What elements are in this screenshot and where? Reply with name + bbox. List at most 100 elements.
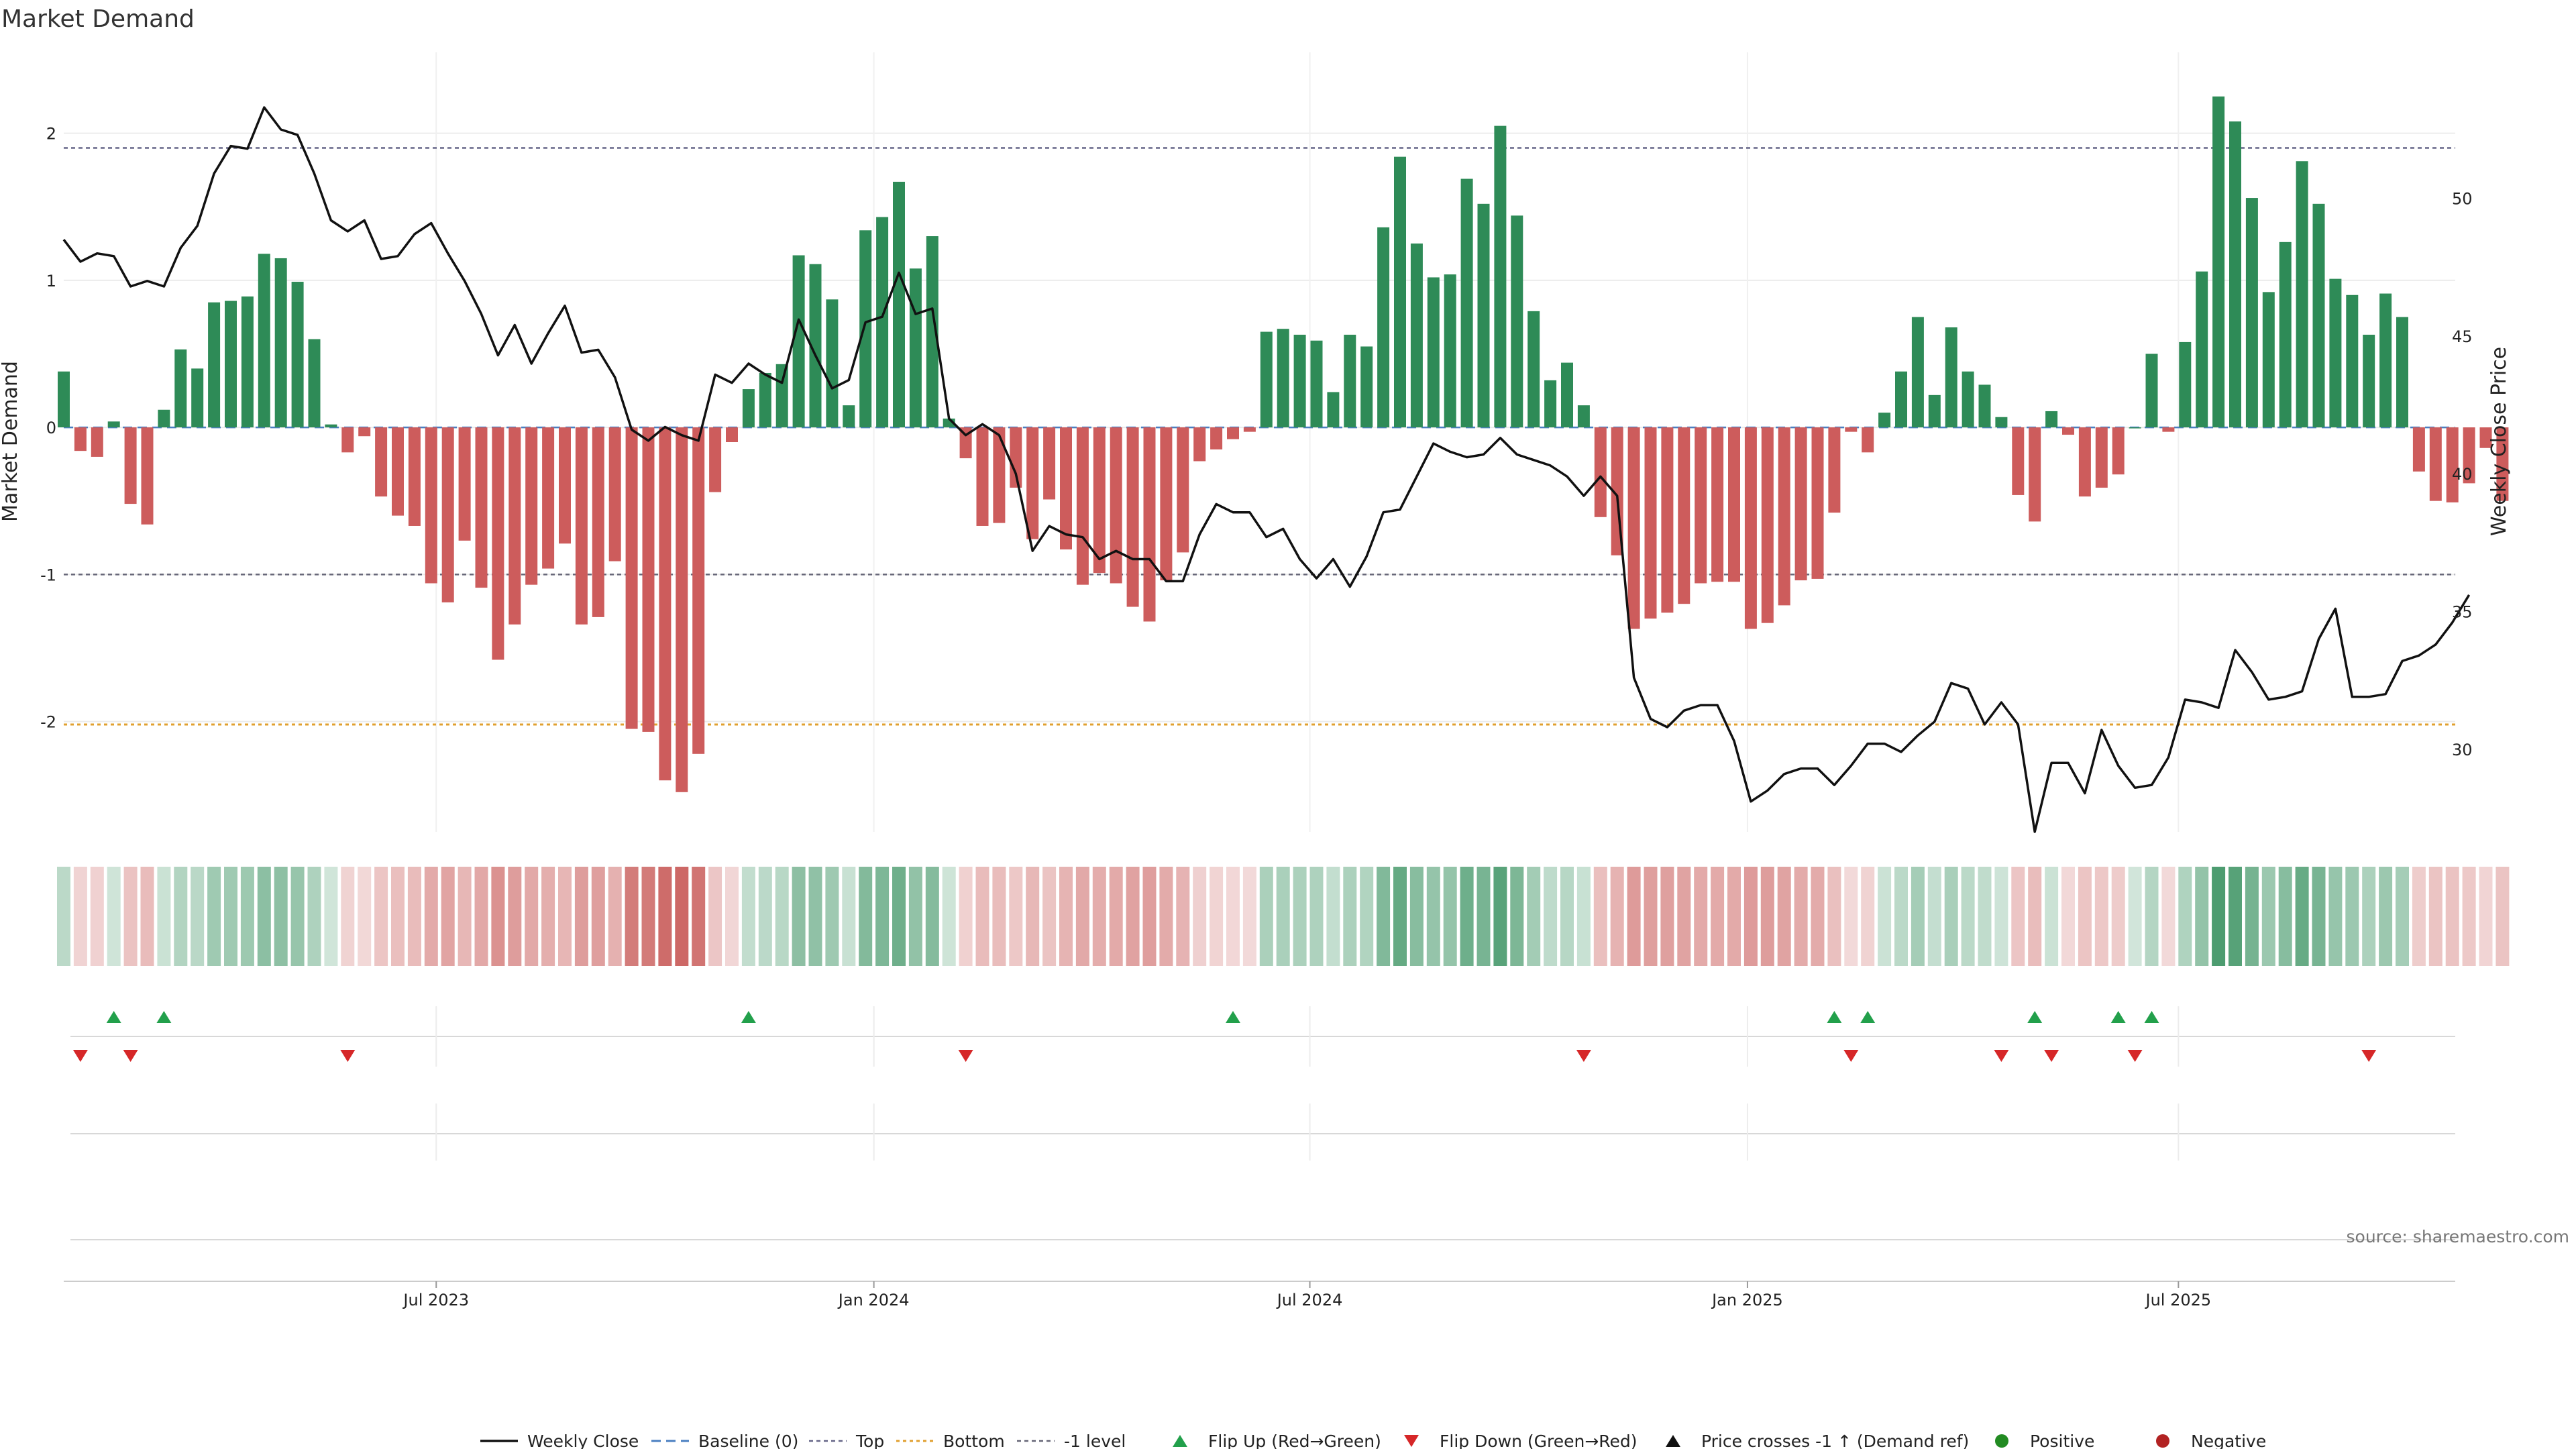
heatstrip-cell [908,867,922,966]
heatstrip-cell [1443,867,1457,966]
demand-bar [1210,427,1223,449]
x-tick-label: Jan 2025 [1711,1291,1783,1309]
demand-bar [1310,340,1323,428]
heatstrip-cell [1460,867,1474,966]
demand-bar [1862,427,1874,453]
heatstrip-cell [859,867,873,966]
y2-tick-label: 40 [2452,465,2473,484]
demand-bar [1227,427,1239,439]
demand-bar [709,427,722,492]
heatstrip-cell [191,867,205,966]
x-tick-label: Jul 2023 [402,1291,469,1309]
demand-bar [141,427,154,525]
demand-bar [425,427,437,584]
legend-item-neg_one: -1 level [1017,1432,1126,1449]
heatstrip-cell [1293,867,1307,966]
heatstrip-cell [1978,867,1992,966]
heatstrip-cell [1193,867,1207,966]
heatstrip-cell [2345,867,2359,966]
heatstrip-cell [842,867,856,966]
heatstrip-cell [57,867,70,966]
heatstrip-cell [1576,867,1591,966]
demand-bar [2045,411,2058,428]
heatstrip-cell [1694,867,1708,966]
heatstrip-cell [1176,867,1190,966]
y2-tick-label: 30 [2452,741,2473,759]
legend-label: Top [855,1432,884,1449]
heatstrip-cell [174,867,188,966]
demand-bar [2112,427,2125,475]
demand-bar [2029,427,2041,522]
demand-bar [1494,125,1507,428]
heatstrip-cell [1878,867,1892,966]
demand-bar [1377,227,1390,428]
demand-bar [1260,331,1273,428]
legend-label: Bottom [943,1432,1005,1449]
legend-item-bottom: Bottom [896,1432,1005,1449]
demand-bar [1043,427,1056,500]
heatstrip-cell [1760,867,1774,966]
demand-bar [475,427,488,588]
flip-down-marker [2044,1050,2059,1062]
legend-item-flip_down: Flip Down (Green→Red) [1404,1432,1638,1449]
x-tick-label: Jul 2024 [1276,1291,1343,1309]
demand-bar [1928,394,1941,428]
heatstrip-cell [1109,867,1123,966]
heatstrip-cell [2212,867,2226,966]
demand-bar [1327,392,1340,428]
heatstrip-cell [391,867,405,966]
heatstrip-cell [625,867,639,966]
demand-bar [1828,427,1841,513]
heatstrip-cell [1660,867,1674,966]
heatstrip-cell [2028,867,2042,966]
demand-bar [2296,161,2308,428]
flip-down-marker [1843,1050,1859,1062]
demand-bar [392,427,404,516]
demand-bar [258,254,270,428]
heatstrip-cell [1142,867,1157,966]
demand-bar [1544,380,1557,428]
flip-down-marker [2127,1050,2143,1062]
heatstrip-cell [2245,867,2259,966]
demand-bar [1661,427,1674,613]
demand-bar [2463,427,2475,484]
demand-bar [1711,427,1724,582]
heatstrip-cell [1075,867,1089,966]
heatstrip-cell [257,867,271,966]
demand-bar [625,427,638,729]
legend-item-close: Weekly Close [480,1432,639,1449]
y-tick-label: -2 [40,713,56,732]
heatstrip-cell [1861,867,1875,966]
flip-up-marker [2144,1011,2159,1023]
demand-bar [976,427,989,526]
heatstrip-cell [1242,867,1256,966]
flip-down-marker [2361,1050,2377,1062]
demand-bar [58,371,70,428]
demand-bar [241,296,254,428]
demand-bar [993,427,1006,523]
demand-bar [2179,341,2192,428]
demand-bar [1794,427,1807,581]
demand-bar [1594,427,1607,517]
demand-bar [2129,427,2141,429]
demand-bar [1193,427,1206,462]
demand-bar [1360,346,1373,428]
heatstrip-cell [2261,867,2275,966]
demand-bar [1026,427,1039,539]
demand-bar [2329,278,2342,428]
heatstrip-cell [741,867,755,966]
demand-bar [508,427,521,625]
demand-bar [2379,293,2392,428]
demand-bar [1527,311,1540,428]
demand-bar [274,258,287,428]
demand-bar [1143,427,1156,622]
y-tick-label: 1 [46,272,56,290]
demand-bar [592,427,604,617]
y-tick-label: 0 [46,419,56,437]
heatstrip-cell [2161,867,2176,966]
demand-bar [1561,362,1573,428]
demand-bar [2479,427,2492,448]
demand-bar [1728,427,1740,582]
demand-bar [2446,427,2459,502]
heatstrip-cell [2061,867,2075,966]
